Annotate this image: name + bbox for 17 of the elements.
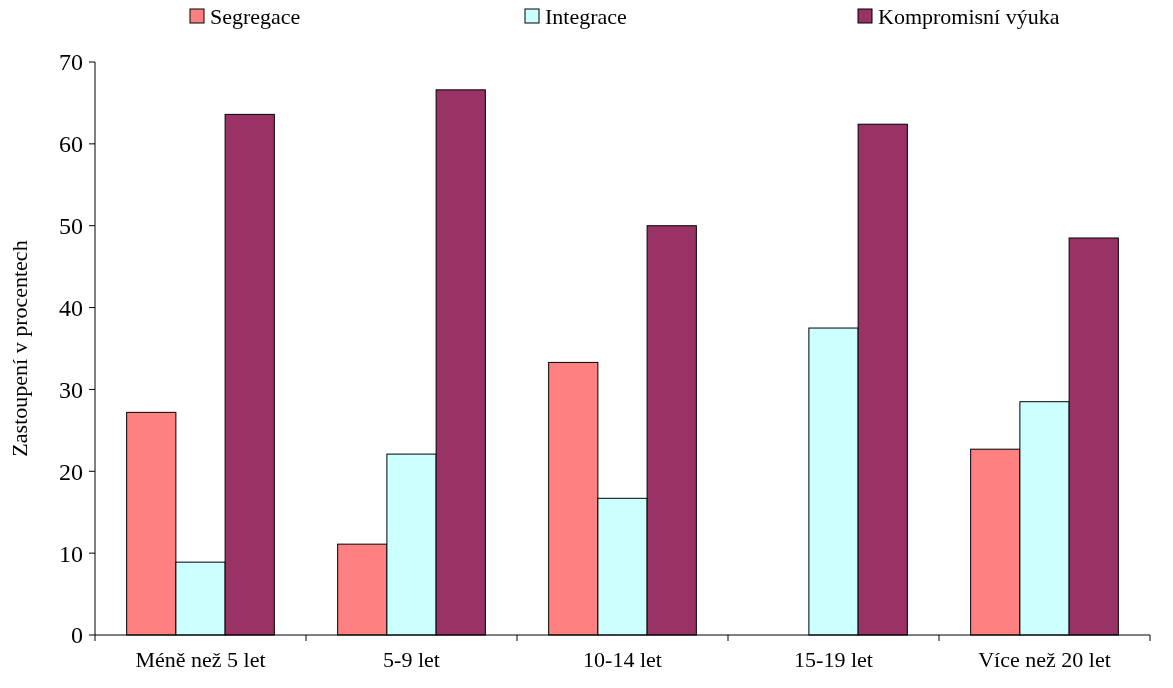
y-tick-label: 40 (59, 294, 83, 321)
x-tick-label: 15-19 let (794, 647, 873, 672)
x-tick-label: Více než 20 let (978, 647, 1111, 672)
y-tick-label: 0 (71, 622, 83, 649)
legend-label: Kompromisní výuka (878, 3, 1060, 29)
y-tick-label: 30 (59, 376, 83, 403)
y-tick-label: 10 (59, 540, 83, 567)
legend-label: Segregace (210, 3, 301, 29)
x-tick-label: 5-9 let (383, 647, 440, 672)
y-tick-label: 60 (59, 131, 83, 158)
y-tick-label: 20 (59, 458, 83, 485)
legend-label: Integrace (545, 3, 627, 29)
y-tick-label: 50 (59, 213, 83, 240)
x-tick-label: Méně než 5 let (135, 647, 266, 672)
x-tick-label: 10-14 let (583, 647, 662, 672)
y-tick-label: 70 (59, 49, 83, 76)
y-axis-title: Zastoupení v procentech (7, 240, 32, 457)
